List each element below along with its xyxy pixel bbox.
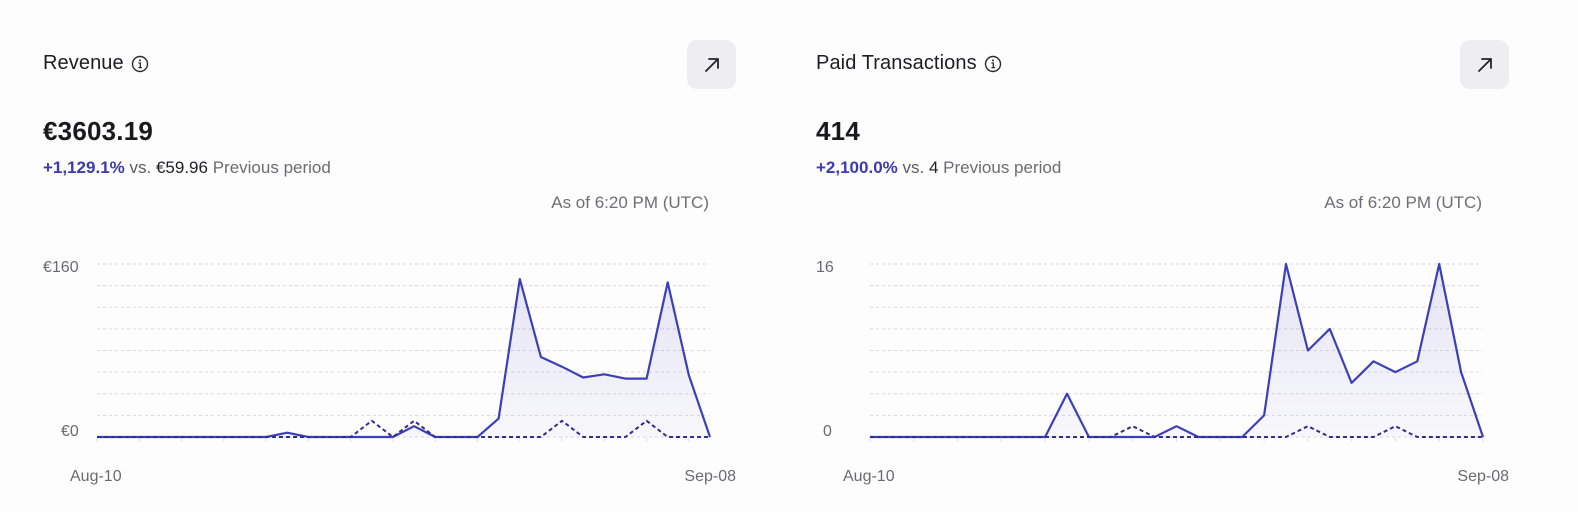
area-fill bbox=[870, 264, 1483, 437]
as-of-timestamp: As of 6:20 PM (UTC) bbox=[1324, 193, 1482, 212]
arrow-up-right-icon bbox=[704, 57, 719, 72]
vs-label: vs. bbox=[902, 158, 925, 177]
x-tick-label: Sep-08 bbox=[684, 468, 736, 485]
previous-period-line bbox=[870, 425, 1483, 438]
previous-value: 4 bbox=[928, 158, 939, 177]
current-period-line bbox=[870, 262, 1485, 439]
comparison-line: +1,129.1% vs. €59.96 Previous period bbox=[43, 158, 331, 178]
revenue-chart[interactable]: €160 €0 Aug-10 Sep-08 bbox=[0, 240, 745, 512]
paid-transactions-chart[interactable]: 16 0 Aug-10 Sep-08 bbox=[773, 240, 1518, 512]
previous-period-label: Previous period bbox=[943, 158, 1062, 177]
x-tick-label: Aug-10 bbox=[843, 468, 895, 485]
card-title: Revenue bbox=[43, 52, 124, 74]
y-tick-label: 16 bbox=[816, 259, 834, 276]
y-tick-label: €160 bbox=[43, 259, 79, 276]
previous-value: €59.96 bbox=[155, 158, 208, 177]
as-of-timestamp: As of 6:20 PM (UTC) bbox=[551, 193, 709, 212]
change-percentage: +2,100.0% bbox=[816, 158, 898, 177]
y-tick-label: 0 bbox=[823, 423, 832, 440]
expand-button[interactable] bbox=[687, 40, 736, 89]
metric-value: 414 bbox=[816, 116, 860, 146]
comparison-line: +2,100.0% vs. 4 Previous period bbox=[816, 158, 1061, 178]
previous-period-label: Previous period bbox=[212, 158, 331, 177]
area-fill bbox=[97, 279, 710, 437]
vs-label: vs. bbox=[129, 158, 152, 177]
x-tick-label: Sep-08 bbox=[1457, 468, 1509, 485]
x-tick-label: Aug-10 bbox=[70, 468, 122, 485]
current-period-line bbox=[97, 278, 712, 439]
card-header: Revenue bbox=[43, 52, 149, 75]
metric-value: €3603.19 bbox=[43, 116, 154, 146]
paid-transactions-card: Paid Transactions 414 +2,100.0% vs. 4 Pr… bbox=[773, 0, 1518, 512]
info-icon[interactable] bbox=[131, 55, 149, 73]
expand-button[interactable] bbox=[1460, 40, 1509, 89]
arrow-up-right-icon bbox=[1477, 57, 1492, 72]
card-header: Paid Transactions bbox=[816, 52, 1002, 75]
change-percentage: +1,129.1% bbox=[43, 158, 125, 177]
y-tick-label: €0 bbox=[61, 423, 79, 440]
revenue-card: Revenue €3603.19 +1,129.1% vs. €59.96 Pr… bbox=[0, 0, 745, 512]
card-title: Paid Transactions bbox=[816, 52, 977, 74]
info-icon[interactable] bbox=[984, 55, 1002, 73]
